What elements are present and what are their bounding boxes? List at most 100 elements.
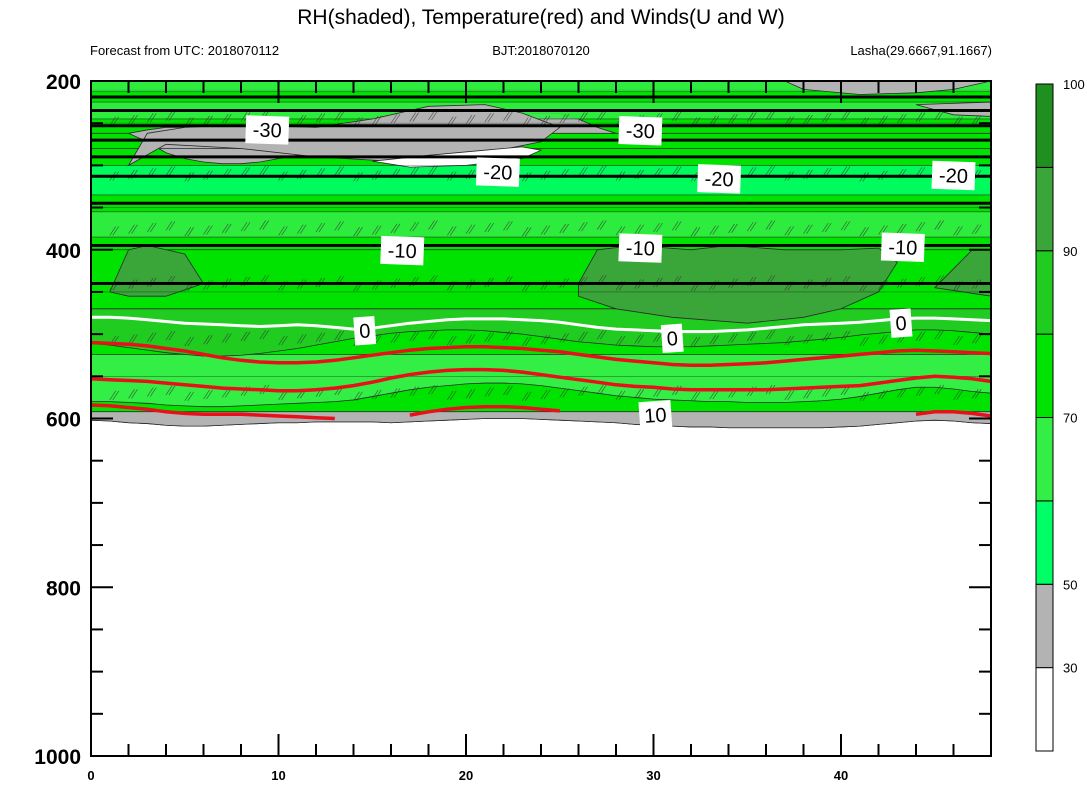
wind-barb <box>596 384 607 395</box>
wind-barb <box>428 220 438 230</box>
contour-label-box <box>618 233 663 263</box>
wind-barb <box>390 388 401 398</box>
colorbar-box-4 <box>1035 333 1054 418</box>
wind-barb <box>484 222 495 233</box>
wind-barb <box>915 331 926 342</box>
wind-barb <box>971 224 982 234</box>
contour-label-box <box>697 164 742 194</box>
wind-barb <box>165 221 176 231</box>
contour-label-6: -10 <box>618 233 663 263</box>
wind-barb <box>409 221 420 232</box>
contour-label-11: 10 <box>638 400 673 431</box>
wind-barb <box>334 221 345 231</box>
wind-barb <box>671 221 682 231</box>
wind-barb <box>671 166 682 176</box>
y-tick-label: 200 <box>46 71 81 94</box>
wind-barb <box>446 335 457 346</box>
wind-barb <box>690 336 701 347</box>
wind-barb <box>821 332 832 342</box>
wind-barb <box>409 331 420 342</box>
colorbar-label: 90 <box>1063 244 1077 259</box>
wind-barb <box>559 388 570 398</box>
wind-barb <box>278 226 288 236</box>
wind-barb <box>334 330 345 341</box>
y-tick-label: 1000 <box>34 746 81 769</box>
wind-barb <box>709 389 720 400</box>
wind-barb <box>878 335 888 345</box>
wind-barb <box>821 113 832 123</box>
wind-barb <box>728 333 738 343</box>
wind-barb <box>128 114 138 125</box>
contour-label-box <box>889 308 913 338</box>
wind-barb <box>915 112 926 122</box>
wind-barb <box>259 165 270 175</box>
wind-barb <box>915 221 926 232</box>
wind-barb <box>296 334 307 344</box>
wind-barb <box>184 391 195 401</box>
wind-barb <box>728 113 738 124</box>
wind-barb <box>896 223 907 234</box>
y-tick-label: 400 <box>46 240 81 263</box>
wind-barb <box>596 220 607 230</box>
bjt-time-label: BJT:2018070120 <box>492 43 590 58</box>
wind-barb <box>765 220 776 230</box>
contour-label-box <box>638 400 673 431</box>
wind-barb <box>615 335 626 346</box>
contour-label-text: -10 <box>387 240 417 263</box>
wind-barb <box>296 224 307 234</box>
wind-barb <box>803 114 813 125</box>
wind-barb <box>428 329 438 340</box>
wind-barb <box>859 336 870 347</box>
contour-label-text: 10 <box>644 404 668 427</box>
wind-barb <box>559 333 570 343</box>
colorbar-box-7 <box>1035 83 1054 168</box>
contour-label-3: -20 <box>697 164 742 194</box>
wind-barb <box>334 166 345 176</box>
black-isotherms <box>91 95 991 285</box>
wind-barb <box>165 166 176 176</box>
wind-barb <box>465 114 476 125</box>
y-tick-label: 600 <box>46 409 81 432</box>
wind-barb <box>728 223 738 234</box>
wind-barb <box>596 329 607 340</box>
zero-isotherm <box>91 315 992 334</box>
wind-barb <box>596 165 607 175</box>
wind-barb <box>503 385 513 396</box>
contour-label-7: -10 <box>880 232 925 262</box>
wind-barb <box>146 332 157 342</box>
wind-barb <box>690 391 701 401</box>
colorbar-box-6 <box>1035 166 1054 252</box>
isotherm-zero <box>91 315 992 334</box>
wind-barb <box>709 335 720 345</box>
wind-barb <box>821 222 832 233</box>
colorbar-box-1 <box>1035 583 1054 669</box>
wind-barb <box>503 221 513 231</box>
wind-barb <box>934 329 945 340</box>
wind-barb <box>259 220 270 230</box>
wind-barb <box>240 331 251 342</box>
wind-barb <box>146 113 157 123</box>
wind-barb <box>184 227 195 237</box>
isotherm-red-0 <box>90 340 992 368</box>
wind-barb <box>315 332 326 342</box>
wind-barb <box>559 113 570 124</box>
wind-barb <box>446 226 457 236</box>
rh-stripe-3 <box>90 211 992 238</box>
wind-barb <box>559 223 570 234</box>
wind-barb <box>484 113 495 123</box>
wind-barb <box>803 224 813 234</box>
colorbar-label: 100 <box>1063 77 1085 92</box>
colorbar-label: 30 <box>1063 661 1077 676</box>
wind-barb <box>821 387 832 397</box>
wind-barb <box>409 112 420 122</box>
wind-barb <box>578 386 588 396</box>
wind-barb <box>578 331 588 342</box>
wind-barb <box>428 110 438 121</box>
wind-barb <box>446 390 457 401</box>
wind-barb <box>428 165 438 175</box>
contour-label-box <box>880 232 925 262</box>
contour-label-box <box>475 157 520 187</box>
contour-label-2: -20 <box>475 157 520 187</box>
station-label: Lasha(29.6667,91.1667) <box>850 43 992 58</box>
wind-barb <box>521 336 532 347</box>
